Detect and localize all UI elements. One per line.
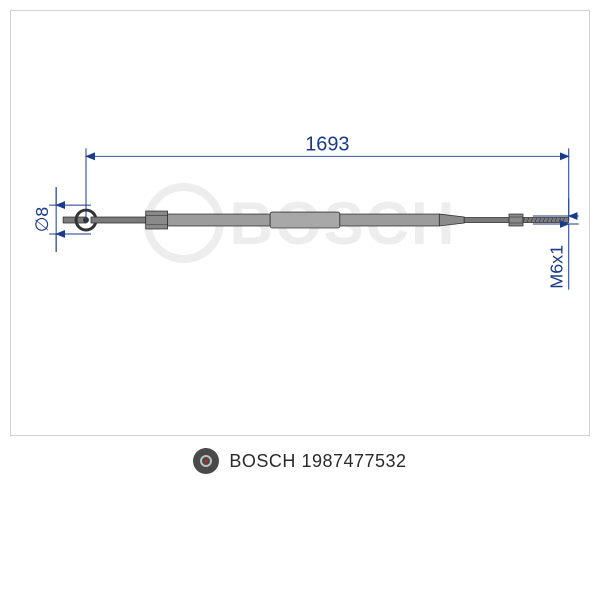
caption-row: BOSCH 1987477532 <box>0 448 600 474</box>
dim-diameter: ∅8 <box>32 207 52 233</box>
cable-assembly <box>63 210 569 230</box>
diagram-frame: BOSCH 1693∅8M6x1 <box>10 10 590 436</box>
bosch-logo-icon <box>193 448 219 474</box>
caption-text: BOSCH 1987477532 <box>229 451 406 472</box>
part-number: 1987477532 <box>301 451 406 471</box>
dimensions: 1693 ∅8 M6x1 <box>32 133 578 289</box>
dim-length: 1693 <box>305 133 349 155</box>
brand-label: BOSCH <box>229 451 296 471</box>
technical-drawing: 1693 ∅8 M6x1 <box>11 11 589 435</box>
dim-thread: M6x1 <box>547 245 567 289</box>
